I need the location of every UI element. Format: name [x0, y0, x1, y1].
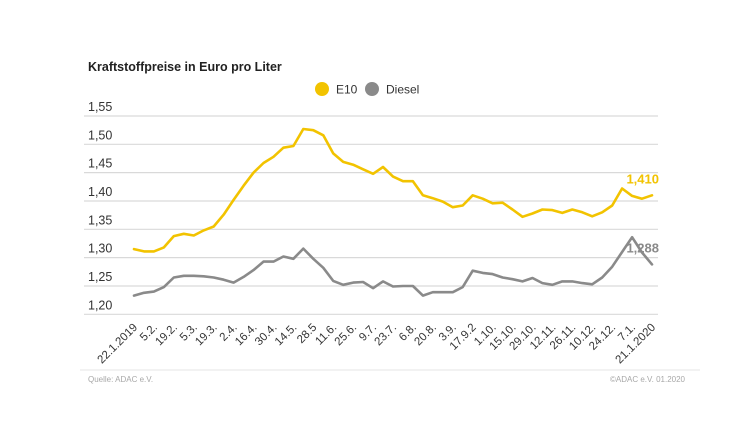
x-tick-label: 14.5. [273, 322, 300, 349]
y-tick-label: 1,30 [88, 242, 112, 256]
y-tick-label: 1,20 [88, 298, 112, 312]
end-value-labels: 1,410 1,288 [626, 171, 659, 255]
x-tick-label: 23.7. [373, 322, 400, 349]
chart-title: Kraftstoffpreise in Euro pro Liter [88, 60, 282, 74]
y-tick-label: 1,55 [88, 100, 112, 114]
end-label-diesel: 1,288 [626, 240, 659, 255]
end-label-e10: 1,410 [626, 171, 659, 186]
y-tick-label: 1,25 [88, 270, 112, 284]
x-tick-label: 30.4. [253, 322, 280, 349]
series-line-e10 [132, 127, 654, 253]
x-tick-label: 19.3. [193, 322, 220, 349]
copyright-note: ©ADAC e.V. 01.2020 [610, 375, 686, 384]
y-tick-label: 1,40 [88, 185, 112, 199]
x-tick-label: 20.8. [412, 322, 439, 349]
series-line-diesel [132, 235, 654, 297]
x-tick-label: 22.1.2019 [95, 322, 140, 367]
legend-label-diesel: Diesel [386, 83, 419, 97]
y-tick-label: 1,35 [88, 213, 112, 227]
series-lines [132, 127, 654, 297]
legend-marker-e10 [315, 82, 329, 96]
x-tick-label: 16.4. [233, 322, 260, 349]
legend-marker-diesel [365, 82, 379, 96]
gridlines [84, 115, 658, 315]
legend: E10 Diesel [315, 82, 419, 97]
source-note: Quelle: ADAC e.V. [88, 375, 153, 384]
y-tick-label: 1,50 [88, 128, 112, 142]
x-tick-label: 25.6. [333, 322, 360, 349]
legend-label-e10: E10 [336, 83, 358, 97]
y-axis-ticks: 1,20 1,25 1,30 1,35 1,40 1,45 1,50 1,55 [88, 100, 112, 312]
x-tick-label: 19.2. [153, 322, 180, 349]
x-axis-ticks: 22.1.20195.2.19.2.5.3.19.3.2.4.16.4.30.4… [95, 322, 658, 367]
y-tick-label: 1,45 [88, 157, 112, 171]
